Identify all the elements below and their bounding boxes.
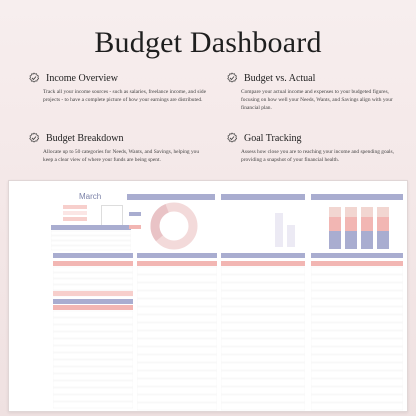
- income-table: [51, 225, 131, 251]
- feature-heading: Budget vs. Actual: [244, 72, 316, 84]
- feature-description: Allocate up to 50 categories for Needs, …: [43, 149, 200, 163]
- donut-chart: [150, 202, 198, 250]
- badge: [129, 225, 141, 229]
- cashflow-chart: [275, 213, 295, 247]
- feature-income-overview: Income Overview Track all your income so…: [28, 72, 208, 104]
- allocation-chart: [329, 207, 389, 249]
- needs-table: [53, 261, 133, 409]
- section-header: [53, 253, 133, 258]
- feature-description: Assess how close you are to reaching you…: [241, 149, 394, 163]
- summary-box: [63, 217, 87, 221]
- check-badge-icon: [29, 132, 40, 143]
- feature-goal-tracking: Goal Tracking Assess how close you are t…: [226, 132, 406, 164]
- section-header: [221, 253, 305, 258]
- panel-header: [311, 194, 403, 200]
- check-badge-icon: [29, 72, 40, 83]
- check-badge-icon: [227, 72, 238, 83]
- debt-table: [311, 261, 403, 411]
- section-header: [311, 253, 403, 258]
- feature-description: Compare your actual income and expenses …: [241, 89, 393, 111]
- feature-heading: Goal Tracking: [244, 132, 302, 144]
- panel-header: [127, 194, 215, 200]
- badge: [129, 212, 141, 216]
- savings-table: [221, 261, 305, 411]
- feature-description: Track all your income sources - such as …: [43, 89, 206, 103]
- feature-heading: Budget Breakdown: [46, 132, 124, 144]
- summary-box: [101, 205, 123, 227]
- section-header: [137, 253, 217, 258]
- dashboard-preview: March: [8, 180, 408, 412]
- feature-budget-vs-actual: Budget vs. Actual Compare your actual in…: [226, 72, 406, 112]
- month-label: March: [79, 192, 102, 201]
- feature-heading: Income Overview: [46, 72, 118, 84]
- feature-budget-breakdown: Budget Breakdown Allocate up to 50 categ…: [28, 132, 208, 164]
- summary-box: [63, 205, 87, 209]
- check-badge-icon: [227, 132, 238, 143]
- page-title: Budget Dashboard: [94, 26, 322, 59]
- summary-box: [63, 211, 87, 215]
- wants-table: [137, 261, 217, 411]
- panel-header: [221, 194, 305, 200]
